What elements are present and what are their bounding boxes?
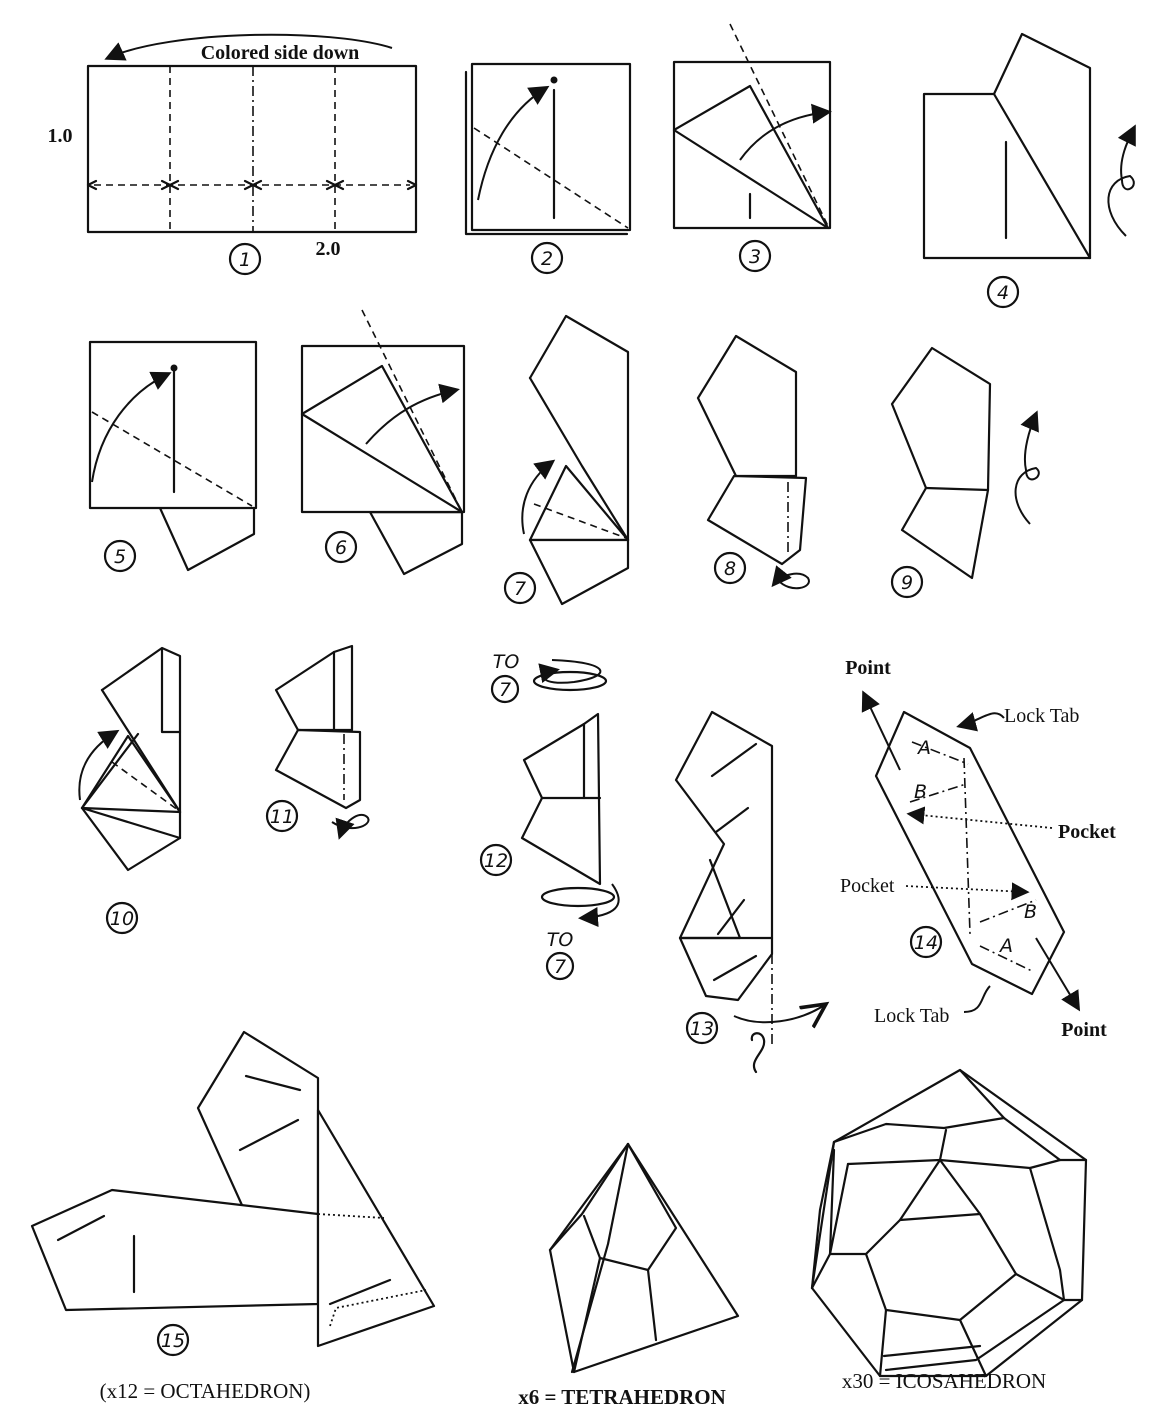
- step-number: 13: [690, 1018, 714, 1040]
- refer-step-number: 7: [499, 679, 511, 701]
- step-7-diagram: 7: [503, 314, 630, 606]
- step-8-diagram: 8: [696, 334, 810, 590]
- refer-step-number: 7: [554, 956, 566, 978]
- step-12-diagram: TO 7 12 TO 7: [479, 651, 620, 981]
- step-number: 2: [541, 248, 553, 270]
- step-number: 4: [997, 282, 1009, 304]
- step-number: 3: [749, 246, 761, 268]
- step-11-diagram: 11: [265, 644, 370, 840]
- icosahedron-caption: x30 = ICOSAHEDRON: [842, 1369, 1046, 1393]
- step-14-diagram: A B B A Point Lock Tab Pocket Pocket 14 …: [840, 657, 1116, 1041]
- mark-b: B: [1024, 901, 1037, 923]
- step-number: 8: [724, 558, 736, 580]
- step-1-diagram: Colored side down 1.0 2.0 1: [48, 33, 418, 276]
- dimension-width-label: 2.0: [316, 238, 341, 260]
- dimension-height-label: 1.0: [48, 125, 73, 147]
- pocket-label-right: Pocket: [1058, 821, 1116, 843]
- step-number: 1: [239, 249, 251, 271]
- step-number: 10: [110, 908, 134, 930]
- step-9-diagram: 9: [890, 346, 1040, 599]
- step-number: 15: [161, 1330, 185, 1352]
- icosahedron-figure: x30 = ICOSAHEDRON: [810, 1068, 1088, 1393]
- refer-to-label: TO: [493, 651, 520, 673]
- mark-a: A: [916, 737, 931, 759]
- step-5-diagram: 5: [88, 340, 258, 573]
- step-number: 5: [114, 546, 126, 568]
- colored-side-down-label: Colored side down: [201, 42, 360, 64]
- step-10-diagram: 10: [78, 646, 182, 935]
- step-number: 6: [335, 537, 347, 559]
- step-3-diagram: 3: [672, 23, 832, 273]
- step-2-diagram: 2: [464, 62, 632, 275]
- point-label-top: Point: [845, 657, 891, 679]
- step-number: 14: [914, 932, 938, 954]
- lock-tab-label-bottom: Lock Tab: [874, 1005, 949, 1027]
- mark-a: A: [998, 935, 1013, 957]
- step-4-diagram: 4: [922, 32, 1136, 309]
- step-15-diagram: 15 (x12 = OCTAHEDRON): [30, 1030, 436, 1403]
- point-label-bottom: Point: [1061, 1019, 1107, 1041]
- tetrahedron-figure: x6 = TETRAHEDRON: [518, 1142, 740, 1409]
- step-number: 7: [514, 578, 526, 600]
- step-6-diagram: 6: [300, 309, 466, 576]
- tetrahedron-caption: x6 = TETRAHEDRON: [518, 1385, 726, 1409]
- mark-b: B: [914, 781, 927, 803]
- refer-to-label: TO: [547, 929, 574, 951]
- pocket-label-left: Pocket: [840, 875, 895, 897]
- octahedron-caption: (x12 = OCTAHEDRON): [100, 1379, 311, 1403]
- lock-tab-label-top: Lock Tab: [1004, 705, 1079, 727]
- step-number: 9: [901, 572, 913, 594]
- step-number: 11: [270, 806, 294, 828]
- step-number: 12: [484, 850, 508, 872]
- step-13-diagram: 13: [674, 710, 826, 1074]
